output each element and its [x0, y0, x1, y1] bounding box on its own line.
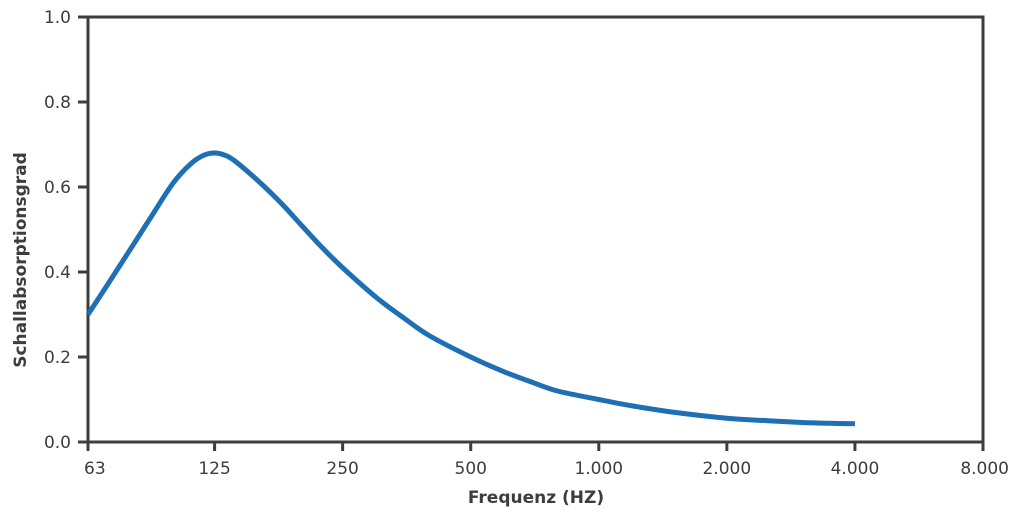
x-tick-label: 4.000	[831, 459, 880, 479]
x-tick-label: 500	[455, 459, 487, 479]
y-tick-label: 0.6	[44, 178, 71, 198]
y-tick-label: 0.8	[44, 93, 71, 113]
x-axis-ticks: 63 125 250 500 1.000 2.000 4.000 8.000	[84, 442, 1009, 479]
y-tick-label: 0.2	[44, 348, 71, 368]
y-axis-ticks: 0.0 0.2 0.4 0.6 0.8 1.0	[44, 8, 88, 453]
y-tick-label: 0.4	[44, 263, 71, 283]
x-tick-label: 2.000	[703, 459, 752, 479]
x-tick-label: 250	[326, 459, 358, 479]
plot-border	[86, 15, 985, 444]
x-axis-title: Frequenz (HZ)	[468, 488, 604, 508]
y-axis-title: Schallabsorptionsgrad	[11, 152, 31, 368]
x-tick-label: 1.000	[574, 459, 623, 479]
x-tick-label: 125	[198, 459, 230, 479]
x-tick-label: 63	[84, 459, 106, 479]
series-layer	[85, 150, 855, 427]
x-tick-label: 8.000	[960, 459, 1009, 479]
y-tick-label: 0.0	[44, 433, 71, 453]
plot-frame	[86, 15, 985, 444]
y-tick-label: 1.0	[44, 8, 71, 28]
absorption-curve	[85, 150, 855, 427]
